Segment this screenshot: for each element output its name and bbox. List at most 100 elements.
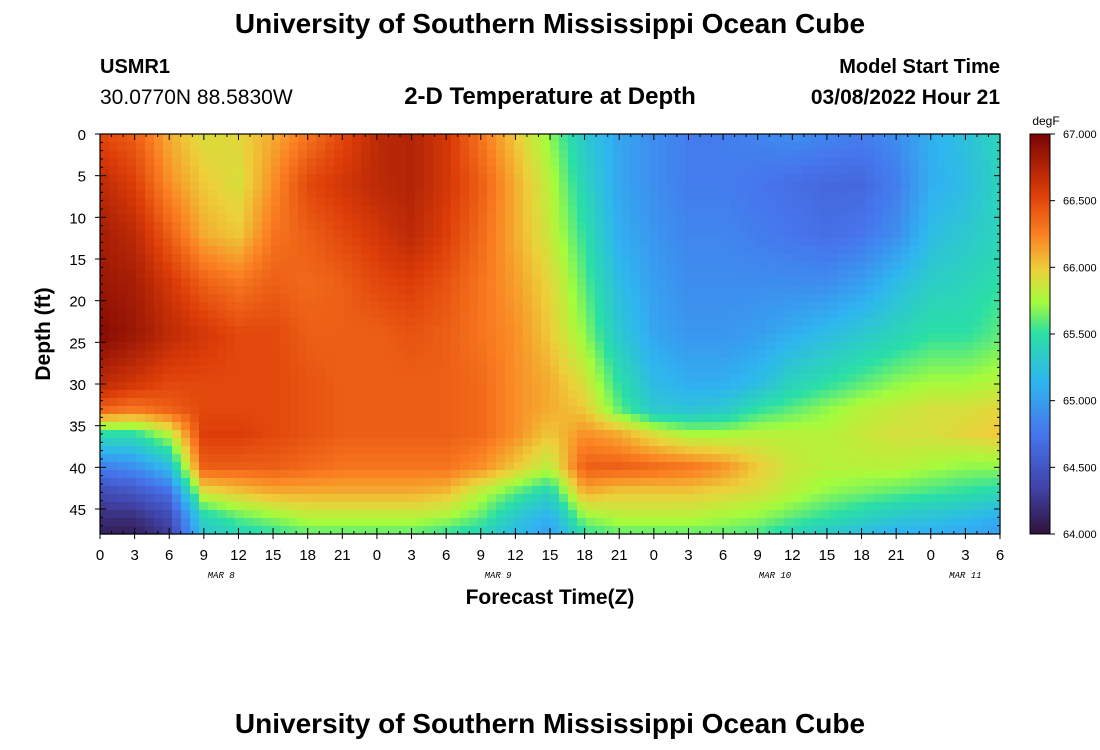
heatmap-cell — [595, 142, 605, 151]
heatmap-cell — [532, 462, 542, 471]
heatmap-cell — [109, 358, 119, 367]
heatmap-cell — [154, 134, 164, 143]
heatmap-cell — [793, 246, 803, 255]
heatmap-cell — [577, 350, 587, 359]
heatmap-cell — [244, 462, 254, 471]
heatmap-cell — [316, 294, 326, 303]
heatmap-cell — [199, 366, 209, 375]
heatmap-cell — [163, 374, 173, 383]
heatmap-cell — [379, 350, 389, 359]
heatmap-cell — [784, 286, 794, 295]
heatmap-cell — [649, 166, 659, 175]
heatmap-cell — [424, 510, 434, 519]
heatmap-cell — [559, 134, 569, 143]
heatmap-cell — [991, 438, 1001, 447]
heatmap-cell — [775, 278, 785, 287]
heatmap-cell — [955, 374, 965, 383]
heatmap-cell — [235, 454, 245, 463]
heatmap-cell — [757, 310, 767, 319]
heatmap-cell — [370, 326, 380, 335]
heatmap-cell — [586, 318, 596, 327]
heatmap-cell — [325, 302, 335, 311]
heatmap-cell — [631, 446, 641, 455]
heatmap-cell — [955, 350, 965, 359]
heatmap-cell — [802, 246, 812, 255]
heatmap-cell — [145, 262, 155, 271]
heatmap-cell — [631, 454, 641, 463]
heatmap-cell — [334, 182, 344, 191]
heatmap-cell — [604, 462, 614, 471]
heatmap-cell — [712, 310, 722, 319]
heatmap-cell — [370, 526, 380, 535]
heatmap-cell — [451, 222, 461, 231]
heatmap-cell — [703, 174, 713, 183]
heatmap-cell — [937, 342, 947, 351]
heatmap-cell — [370, 462, 380, 471]
heatmap-cell — [334, 374, 344, 383]
heatmap-cell — [694, 286, 704, 295]
heatmap-cell — [280, 310, 290, 319]
heatmap-cell — [946, 134, 956, 143]
heatmap-cell — [730, 174, 740, 183]
heatmap-cell — [388, 446, 398, 455]
heatmap-cell — [199, 254, 209, 263]
heatmap-cell — [613, 254, 623, 263]
heatmap-cell — [505, 286, 515, 295]
heatmap-cell — [784, 222, 794, 231]
heatmap-cell — [937, 254, 947, 263]
heatmap-cell — [829, 502, 839, 511]
heatmap-cell — [694, 494, 704, 503]
heatmap-cell — [433, 270, 443, 279]
heatmap-cell — [343, 286, 353, 295]
heatmap-cell — [235, 470, 245, 479]
heatmap-cell — [379, 390, 389, 399]
heatmap-cell — [676, 182, 686, 191]
heatmap-cell — [145, 150, 155, 159]
heatmap-cell — [712, 326, 722, 335]
heatmap-cell — [406, 358, 416, 367]
heatmap-cell — [838, 158, 848, 167]
heatmap-cell — [514, 230, 524, 239]
heatmap-cell — [325, 166, 335, 175]
heatmap-cell — [739, 158, 749, 167]
heatmap-cell — [271, 262, 281, 271]
heatmap-cell — [451, 150, 461, 159]
heatmap-cell — [226, 310, 236, 319]
heatmap-cell — [595, 278, 605, 287]
heatmap-cell — [280, 302, 290, 311]
heatmap-cell — [244, 422, 254, 431]
heatmap-cell — [694, 486, 704, 495]
heatmap-cell — [163, 142, 173, 151]
heatmap-cell — [388, 478, 398, 487]
heatmap-cell — [613, 278, 623, 287]
heatmap-cell — [991, 166, 1001, 175]
heatmap-cell — [946, 526, 956, 535]
heatmap-cell — [145, 358, 155, 367]
heatmap-cell — [712, 382, 722, 391]
heatmap-cell — [829, 302, 839, 311]
heatmap-cell — [685, 254, 695, 263]
heatmap-cell — [208, 382, 218, 391]
heatmap-cell — [829, 390, 839, 399]
heatmap-cell — [568, 238, 578, 247]
heatmap-cell — [154, 158, 164, 167]
heatmap-cell — [748, 414, 758, 423]
heatmap-cell — [712, 430, 722, 439]
heatmap-cell — [748, 286, 758, 295]
heatmap-cell — [406, 334, 416, 343]
heatmap-cell — [865, 526, 875, 535]
heatmap-cell — [856, 294, 866, 303]
heatmap-cell — [766, 374, 776, 383]
heatmap-cell — [946, 262, 956, 271]
heatmap-cell — [595, 510, 605, 519]
heatmap-cell — [415, 142, 425, 151]
heatmap-cell — [991, 454, 1001, 463]
heatmap-cell — [982, 334, 992, 343]
heatmap-cell — [136, 174, 146, 183]
heatmap-cell — [487, 334, 497, 343]
heatmap-cell — [253, 150, 263, 159]
heatmap-cell — [973, 158, 983, 167]
heatmap-cell — [739, 174, 749, 183]
heatmap-cell — [523, 198, 533, 207]
heatmap-cell — [883, 478, 893, 487]
